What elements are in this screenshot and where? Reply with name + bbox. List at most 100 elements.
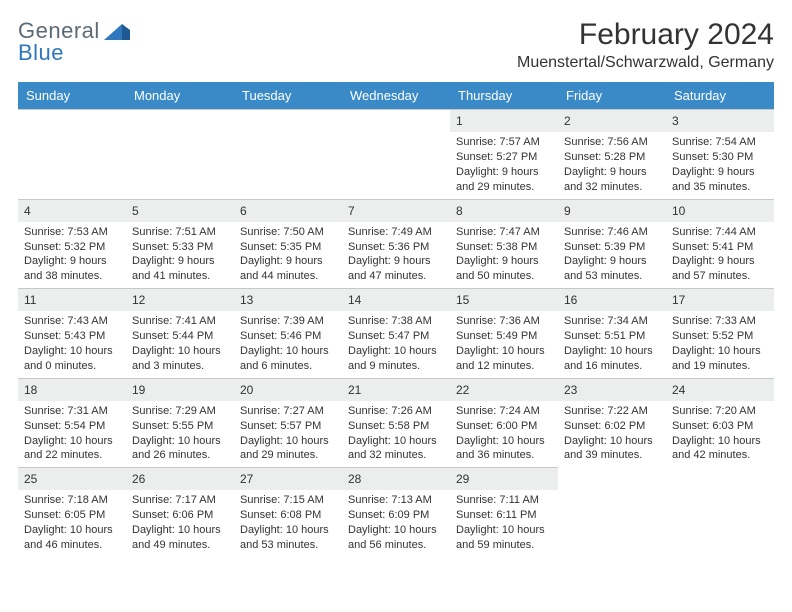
day-info: Sunrise: 7:39 AMSunset: 5:46 PMDaylight:… (234, 311, 342, 377)
day-number: 22 (450, 379, 558, 401)
sunset-line: Sunset: 6:03 PM (672, 419, 768, 434)
weekday-header: Wednesday (342, 82, 450, 109)
day-number: 9 (558, 200, 666, 222)
daylight-line1: Daylight: 10 hours (348, 434, 444, 449)
daylight-line2: and 38 minutes. (24, 269, 120, 284)
day-cell: 5Sunrise: 7:51 AMSunset: 5:33 PMDaylight… (126, 199, 234, 289)
day-number: 29 (450, 468, 558, 490)
day-cell: 26Sunrise: 7:17 AMSunset: 6:06 PMDayligh… (126, 467, 234, 557)
sunset-line: Sunset: 5:33 PM (132, 240, 228, 255)
daylight-line1: Daylight: 10 hours (348, 523, 444, 538)
sunset-line: Sunset: 5:28 PM (564, 150, 660, 165)
empty-cell (342, 109, 450, 199)
empty-cell (18, 109, 126, 199)
sunset-line: Sunset: 5:38 PM (456, 240, 552, 255)
sunrise-line: Sunrise: 7:47 AM (456, 225, 552, 240)
sunrise-line: Sunrise: 7:54 AM (672, 135, 768, 150)
sunrise-line: Sunrise: 7:29 AM (132, 404, 228, 419)
day-cell: 16Sunrise: 7:34 AMSunset: 5:51 PMDayligh… (558, 288, 666, 378)
sunrise-line: Sunrise: 7:33 AM (672, 314, 768, 329)
day-cell: 19Sunrise: 7:29 AMSunset: 5:55 PMDayligh… (126, 378, 234, 468)
daylight-line2: and 41 minutes. (132, 269, 228, 284)
sunset-line: Sunset: 5:47 PM (348, 329, 444, 344)
day-cell: 8 Sunrise: 7:47 AMSunset: 5:38 PMDaylight… (450, 199, 558, 289)
empty-cell (234, 109, 342, 199)
sunset-line: Sunset: 5:41 PM (672, 240, 768, 255)
sunrise-line: Sunrise: 7:51 AM (132, 225, 228, 240)
day-cell: 23Sunrise: 7:22 AMSunset: 6:02 PMDayligh… (558, 378, 666, 468)
weekday-header: Thursday (450, 82, 558, 109)
day-number: 24 (666, 379, 774, 401)
day-number: 4 (18, 200, 126, 222)
daylight-line1: Daylight: 10 hours (240, 434, 336, 449)
logo-line2: Blue (18, 40, 100, 66)
daylight-line1: Daylight: 10 hours (132, 344, 228, 359)
day-info: Sunrise: 7:46 AMSunset: 5:39 PMDaylight:… (558, 222, 666, 288)
daylight-line1: Daylight: 9 hours (672, 254, 768, 269)
weekday-header: Friday (558, 82, 666, 109)
daylight-line1: Daylight: 10 hours (672, 434, 768, 449)
sunrise-line: Sunrise: 7:20 AM (672, 404, 768, 419)
sunrise-line: Sunrise: 7:11 AM (456, 493, 552, 508)
day-info: Sunrise: 7:44 AMSunset: 5:41 PMDaylight:… (666, 222, 774, 288)
day-cell: 15Sunrise: 7:36 AMSunset: 5:49 PMDayligh… (450, 288, 558, 378)
daylight-line1: Daylight: 10 hours (564, 434, 660, 449)
day-info: Sunrise: 7:54 AMSunset: 5:30 PMDaylight:… (666, 132, 774, 198)
daylight-line2: and 16 minutes. (564, 359, 660, 374)
sunrise-line: Sunrise: 7:38 AM (348, 314, 444, 329)
day-info: Sunrise: 7:13 AMSunset: 6:09 PMDaylight:… (342, 490, 450, 556)
daylight-line2: and 47 minutes. (348, 269, 444, 284)
weekday-header: Sunday (18, 82, 126, 109)
daylight-line1: Daylight: 9 hours (456, 254, 552, 269)
daylight-line2: and 39 minutes. (564, 448, 660, 463)
day-info: Sunrise: 7:26 AMSunset: 5:58 PMDaylight:… (342, 401, 450, 467)
sunrise-line: Sunrise: 7:49 AM (348, 225, 444, 240)
day-number: 19 (126, 379, 234, 401)
sunset-line: Sunset: 5:43 PM (24, 329, 120, 344)
day-info: Sunrise: 7:17 AMSunset: 6:06 PMDaylight:… (126, 490, 234, 556)
daylight-line1: Daylight: 9 hours (240, 254, 336, 269)
sunrise-line: Sunrise: 7:46 AM (564, 225, 660, 240)
day-cell: 20Sunrise: 7:27 AMSunset: 5:57 PMDayligh… (234, 378, 342, 468)
daylight-line1: Daylight: 10 hours (24, 344, 120, 359)
day-number: 8 (450, 200, 558, 222)
day-number: 7 (342, 200, 450, 222)
day-number: 3 (666, 110, 774, 132)
day-info: Sunrise: 7:49 AMSunset: 5:36 PMDaylight:… (342, 222, 450, 288)
sunrise-line: Sunrise: 7:43 AM (24, 314, 120, 329)
day-number: 27 (234, 468, 342, 490)
sunset-line: Sunset: 5:35 PM (240, 240, 336, 255)
daylight-line1: Daylight: 10 hours (24, 523, 120, 538)
day-info: Sunrise: 7:43 AMSunset: 5:43 PMDaylight:… (18, 311, 126, 377)
daylight-line2: and 46 minutes. (24, 538, 120, 553)
day-info: Sunrise: 7:27 AMSunset: 5:57 PMDaylight:… (234, 401, 342, 467)
daylight-line2: and 57 minutes. (672, 269, 768, 284)
daylight-line1: Daylight: 10 hours (132, 434, 228, 449)
day-number: 20 (234, 379, 342, 401)
day-info: Sunrise: 7:34 AMSunset: 5:51 PMDaylight:… (558, 311, 666, 377)
sunset-line: Sunset: 5:51 PM (564, 329, 660, 344)
day-number: 17 (666, 289, 774, 311)
day-number: 16 (558, 289, 666, 311)
calendar-grid: 1Sunrise: 7:57 AMSunset: 5:27 PMDaylight… (18, 109, 774, 557)
sunrise-line: Sunrise: 7:17 AM (132, 493, 228, 508)
header-bar: General Blue February 2024 Muenstertal/S… (18, 18, 774, 72)
day-cell: 1Sunrise: 7:57 AMSunset: 5:27 PMDaylight… (450, 109, 558, 199)
day-cell: 12Sunrise: 7:41 AMSunset: 5:44 PMDayligh… (126, 288, 234, 378)
sunset-line: Sunset: 5:44 PM (132, 329, 228, 344)
daylight-line1: Daylight: 10 hours (132, 523, 228, 538)
day-info: Sunrise: 7:53 AMSunset: 5:32 PMDaylight:… (18, 222, 126, 288)
daylight-line2: and 12 minutes. (456, 359, 552, 374)
sunrise-line: Sunrise: 7:56 AM (564, 135, 660, 150)
day-cell: 9Sunrise: 7:46 AMSunset: 5:39 PMDaylight… (558, 199, 666, 289)
sunset-line: Sunset: 6:09 PM (348, 508, 444, 523)
day-cell: 2Sunrise: 7:56 AMSunset: 5:28 PMDaylight… (558, 109, 666, 199)
sunset-line: Sunset: 5:57 PM (240, 419, 336, 434)
sunset-line: Sunset: 5:49 PM (456, 329, 552, 344)
daylight-line2: and 26 minutes. (132, 448, 228, 463)
daylight-line2: and 29 minutes. (456, 180, 552, 195)
daylight-line1: Daylight: 10 hours (672, 344, 768, 359)
day-info: Sunrise: 7:41 AMSunset: 5:44 PMDaylight:… (126, 311, 234, 377)
sunrise-line: Sunrise: 7:24 AM (456, 404, 552, 419)
day-cell: 10Sunrise: 7:44 AMSunset: 5:41 PMDayligh… (666, 199, 774, 289)
